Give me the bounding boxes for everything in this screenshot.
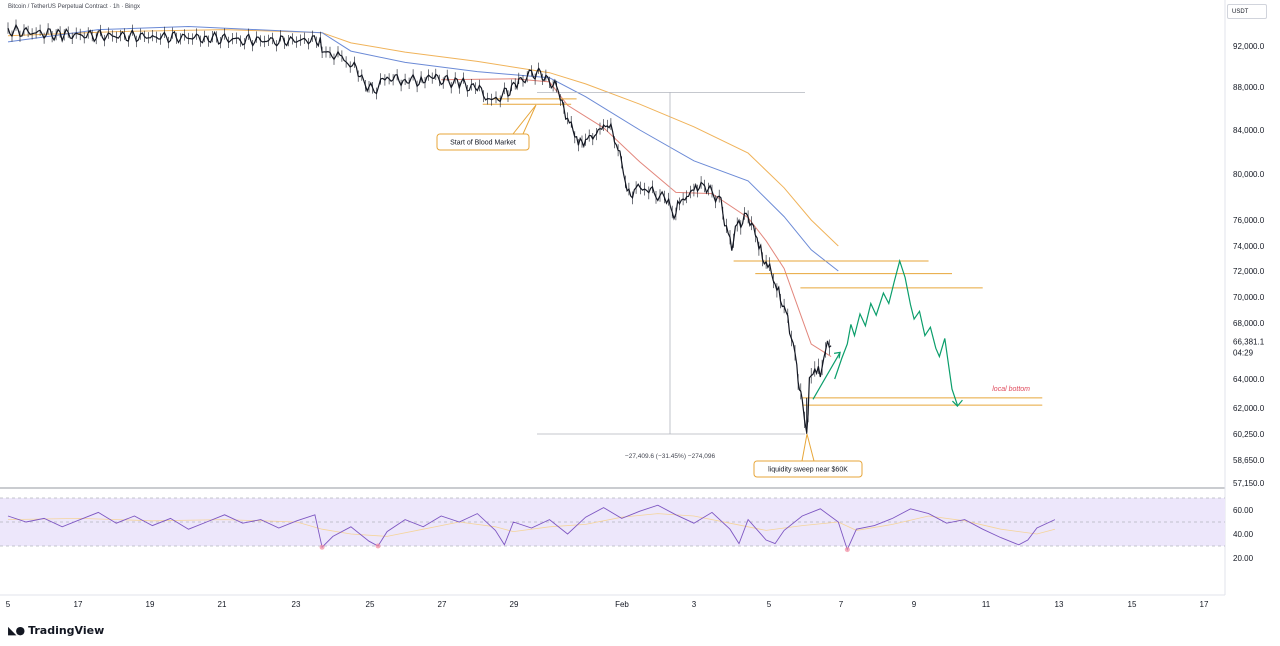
time-axis-tick-2: 19 xyxy=(146,600,155,609)
current-price-label: 66,381.1 xyxy=(1233,338,1265,347)
rsi-line xyxy=(7,504,1056,551)
price-axis-tick-13: 57,150.0 xyxy=(1233,479,1265,488)
price-axis-tick-6: 72,000.0 xyxy=(1233,267,1265,276)
annotation-callout-pointer-1 xyxy=(801,433,815,462)
time-axis-tick-10: 5 xyxy=(767,600,772,609)
time-axis-tick-4: 23 xyxy=(292,600,301,609)
annotation-callout-box-0 xyxy=(436,133,530,151)
measure-label: −27,409.6 (−31.45%) −274,096 xyxy=(625,453,716,460)
time-axis-tick-7: 29 xyxy=(510,600,519,609)
time-axis-tick-13: 11 xyxy=(982,600,991,609)
rsi-oversold-mark-52 xyxy=(844,547,850,553)
currency-selector[interactable]: USDT xyxy=(1227,4,1267,19)
price-axis-tick-5: 74,000.0 xyxy=(1233,242,1265,251)
bounce-arrow-line xyxy=(812,352,841,400)
price-axis-tick-10: 62,000.0 xyxy=(1233,404,1265,413)
time-axis-tick-6: 27 xyxy=(438,600,447,609)
brand-name: TradingView xyxy=(28,624,105,637)
projection-path xyxy=(834,258,958,406)
time-axis-tick-12: 9 xyxy=(912,600,917,609)
price-axis-tick-1: 88,000.0 xyxy=(1233,83,1265,92)
time-axis-tick-11: 7 xyxy=(839,600,844,609)
time-axis-tick-15: 15 xyxy=(1128,600,1137,609)
rsi-axis-tick-0: 60.00 xyxy=(1233,506,1254,515)
moving-average-line-0 xyxy=(7,29,839,247)
tradingview-logo-icon: ◣● xyxy=(8,624,25,637)
annotation-label-2: local bottom xyxy=(992,386,1030,393)
rsi-axis-tick-1: 40.00 xyxy=(1233,530,1254,539)
moving-average-line-2 xyxy=(441,78,832,358)
moving-average-line-1 xyxy=(7,25,839,272)
time-axis-tick-9: 3 xyxy=(692,600,697,609)
time-axis-tick-0: 5 xyxy=(6,600,11,609)
price-axis-tick-12: 58,650.0 xyxy=(1233,456,1265,465)
time-axis-tick-3: 21 xyxy=(218,600,227,609)
time-axis-tick-8: Feb xyxy=(615,600,629,609)
price-axis-tick-0: 92,000.0 xyxy=(1233,42,1265,51)
rsi-axis-tick-2: 20.00 xyxy=(1233,554,1254,563)
time-axis-tick-1: 17 xyxy=(74,600,83,609)
annotation-callout-pointer-0 xyxy=(512,104,537,135)
time-axis-tick-5: 25 xyxy=(366,600,375,609)
price-axis-tick-11: 60,250.0 xyxy=(1233,430,1265,439)
brand[interactable]: ◣● TradingView xyxy=(8,624,104,637)
projection-arrow-down-icon xyxy=(952,399,963,407)
price-countdown-label: 04:29 xyxy=(1233,349,1254,358)
bounce-arrow-up-icon xyxy=(834,351,841,359)
price-axis-tick-4: 76,000.0 xyxy=(1233,216,1265,225)
price-axis-tick-3: 80,000.0 xyxy=(1233,170,1265,179)
price-axis-tick-8: 68,000.0 xyxy=(1233,319,1265,328)
price-axis-tick-7: 70,000.0 xyxy=(1233,293,1265,302)
time-axis-tick-14: 13 xyxy=(1055,600,1064,609)
rsi-oversold-mark-22 xyxy=(375,543,381,549)
rsi-oversold-mark-18 xyxy=(319,544,325,550)
price-axis-tick-2: 84,000.0 xyxy=(1233,126,1265,135)
time-axis-tick-16: 17 xyxy=(1200,600,1209,609)
annotation-callout-text-1: liquidity sweep near $60K xyxy=(768,467,848,474)
rsi-signal-line xyxy=(7,513,1056,537)
price-axis-tick-9: 64,000.0 xyxy=(1233,375,1265,384)
annotation-callout-box-1 xyxy=(753,460,863,478)
price-line xyxy=(7,23,832,433)
price-wicks xyxy=(7,19,830,428)
annotation-callout-text-0: Start of Blood Market xyxy=(450,140,516,147)
chart-title: Bitcoin / TetherUS Perpetual Contract · … xyxy=(8,4,140,10)
